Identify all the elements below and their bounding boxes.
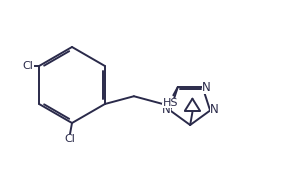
Text: HS: HS: [162, 98, 178, 108]
Text: Cl: Cl: [23, 61, 34, 71]
Text: Cl: Cl: [65, 134, 76, 144]
Text: N: N: [202, 81, 211, 94]
Text: N: N: [210, 103, 218, 116]
Text: N: N: [162, 103, 171, 116]
